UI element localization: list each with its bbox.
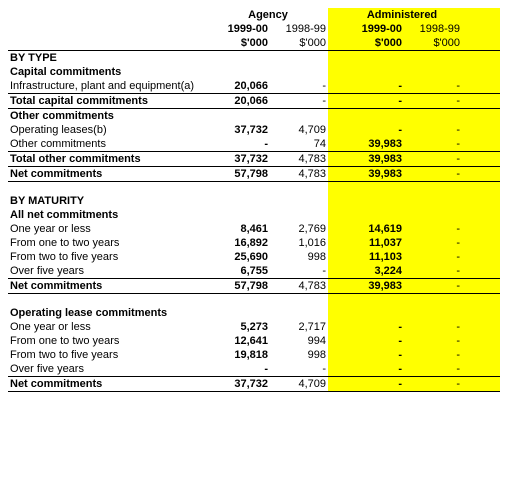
cell: -	[404, 320, 462, 334]
commitments-table: Agency Administered 1999-00 1998-99 1999…	[8, 8, 500, 392]
cell: 8,461	[208, 222, 270, 236]
row-label: Total capital commitments	[8, 94, 208, 109]
row-label: From two to five years	[8, 348, 208, 362]
cell: -	[404, 334, 462, 348]
cell: 4,709	[270, 377, 328, 392]
cell: 1,016	[270, 236, 328, 250]
cell: -	[270, 362, 328, 377]
cell: 57,798	[208, 279, 270, 294]
capital-heading: Capital commitments	[8, 65, 208, 79]
cell: 12,641	[208, 334, 270, 348]
row-label: One year or less	[8, 222, 208, 236]
cell: 39,983	[342, 167, 404, 182]
cell: 2,717	[270, 320, 328, 334]
administered-header: Administered	[342, 8, 462, 22]
cell: 39,983	[342, 137, 404, 152]
other-heading: Other commitments	[8, 109, 208, 123]
cell: 37,732	[208, 123, 270, 137]
cell: -	[404, 250, 462, 264]
cell: 4,709	[270, 123, 328, 137]
row-label: From two to five years	[8, 250, 208, 264]
cell: 16,892	[208, 236, 270, 250]
row-label: Operating leases(b)	[8, 123, 208, 137]
row-label: Total other commitments	[8, 152, 208, 167]
cell: -	[342, 94, 404, 109]
cell: -	[404, 94, 462, 109]
cell: -	[342, 79, 404, 94]
row-label: Over five years	[8, 264, 208, 279]
cell: 20,066	[208, 94, 270, 109]
cell: 74	[270, 137, 328, 152]
cell: -	[342, 348, 404, 362]
row-label: One year or less	[8, 320, 208, 334]
cell: 5,273	[208, 320, 270, 334]
cell: -	[404, 137, 462, 152]
cell: -	[270, 94, 328, 109]
cell: -	[404, 167, 462, 182]
row-label: Infrastructure, plant and equipment(a)	[8, 79, 208, 94]
cell: -	[404, 279, 462, 294]
cell: 25,690	[208, 250, 270, 264]
admin-y2: 1998-99	[404, 22, 462, 36]
row-label: Net commitments	[8, 279, 208, 294]
agency-u1: $'000	[208, 36, 270, 51]
cell: -	[342, 320, 404, 334]
cell: 3,224	[342, 264, 404, 279]
oplease-heading: Operating lease commitments	[8, 306, 208, 320]
row-label: Other commitments	[8, 137, 208, 152]
row-label: Net commitments	[8, 377, 208, 392]
cell: -	[404, 152, 462, 167]
cell: 4,783	[270, 167, 328, 182]
admin-u2: $'000	[404, 36, 462, 51]
agency-header: Agency	[208, 8, 328, 22]
cell: 998	[270, 348, 328, 362]
admin-u1: $'000	[342, 36, 404, 51]
cell: -	[404, 362, 462, 377]
admin-y1: 1999-00	[342, 22, 404, 36]
cell: 11,103	[342, 250, 404, 264]
cell: -	[404, 123, 462, 137]
cell: -	[208, 137, 270, 152]
cell: -	[342, 377, 404, 392]
cell: -	[342, 123, 404, 137]
cell: 57,798	[208, 167, 270, 182]
cell: 4,783	[270, 279, 328, 294]
cell: -	[270, 79, 328, 94]
row-label: Net commitments	[8, 167, 208, 182]
cell: -	[342, 362, 404, 377]
agency-y2: 1998-99	[270, 22, 328, 36]
cell: -	[404, 264, 462, 279]
cell: -	[404, 377, 462, 392]
cell: -	[270, 264, 328, 279]
row-label: Over five years	[8, 362, 208, 377]
cell: 14,619	[342, 222, 404, 236]
cell: 37,732	[208, 377, 270, 392]
row-label: From one to two years	[8, 236, 208, 250]
cell: 4,783	[270, 152, 328, 167]
cell: 19,818	[208, 348, 270, 362]
cell: -	[404, 348, 462, 362]
cell: -	[208, 362, 270, 377]
cell: 37,732	[208, 152, 270, 167]
cell: 2,769	[270, 222, 328, 236]
cell: 998	[270, 250, 328, 264]
cell: -	[404, 222, 462, 236]
agency-y1: 1999-00	[208, 22, 270, 36]
cell: -	[404, 236, 462, 250]
cell: -	[342, 334, 404, 348]
all-net-heading: All net commitments	[8, 208, 208, 222]
cell: 20,066	[208, 79, 270, 94]
cell: 39,983	[342, 279, 404, 294]
cell: 11,037	[342, 236, 404, 250]
cell: 994	[270, 334, 328, 348]
by-type-title: BY TYPE	[8, 51, 208, 65]
row-label: From one to two years	[8, 334, 208, 348]
cell: 6,755	[208, 264, 270, 279]
cell: 39,983	[342, 152, 404, 167]
by-maturity-title: BY MATURITY	[8, 194, 208, 208]
agency-u2: $'000	[270, 36, 328, 51]
cell: -	[404, 79, 462, 94]
